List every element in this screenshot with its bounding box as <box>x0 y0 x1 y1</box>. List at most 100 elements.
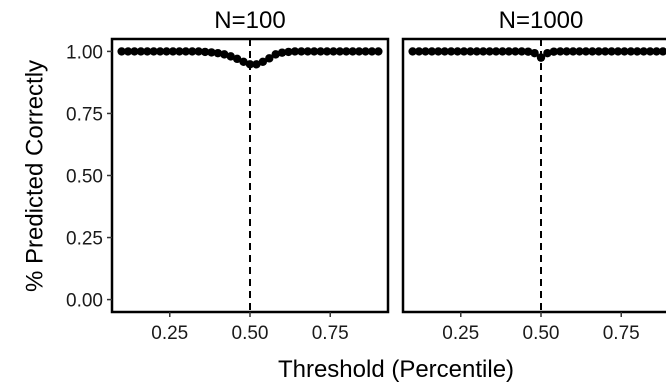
data-point <box>194 47 203 56</box>
data-point <box>453 47 462 56</box>
data-point <box>633 47 642 56</box>
data-point <box>335 47 345 56</box>
data-point <box>523 47 533 56</box>
data-point <box>309 47 319 56</box>
data-point <box>645 47 655 56</box>
panels: N=1000.25 0.50 0.750.000.250.500.751.00N=1… <box>66 7 666 344</box>
data-point <box>594 47 603 56</box>
data-point <box>421 47 430 56</box>
data-point <box>207 48 216 57</box>
data-point <box>434 47 443 56</box>
data-point <box>600 47 610 56</box>
data-point <box>427 47 437 56</box>
y-tick-label: 1.00 <box>66 42 103 63</box>
data-point <box>143 47 152 56</box>
data-point <box>354 47 364 56</box>
data-point <box>342 47 351 56</box>
x-axis-title: Threshold (Percentile) <box>278 356 514 383</box>
panel-1: N=1000 0.25 0.50 0.75 <box>401 7 666 344</box>
data-point <box>549 47 559 56</box>
x-tick-label: 0.75 <box>312 323 349 344</box>
data-point <box>498 47 507 56</box>
panel-strip-label: N=100 <box>214 7 285 34</box>
data-point <box>588 47 597 56</box>
x-tick-label: 0.50 <box>523 323 560 344</box>
data-point <box>226 52 235 61</box>
data-point <box>530 48 539 58</box>
data-point <box>220 50 229 59</box>
x-tick-label: 0.75 <box>603 323 640 344</box>
data-point <box>181 47 191 56</box>
data-point <box>517 47 526 56</box>
data-point <box>440 47 449 56</box>
data-point <box>568 47 578 56</box>
data-point <box>175 47 184 56</box>
data-point <box>303 47 312 56</box>
data-point <box>652 47 661 56</box>
data-point <box>408 47 417 56</box>
data-point <box>620 47 629 56</box>
data-point <box>155 47 165 56</box>
data-point <box>504 47 514 56</box>
data-point <box>117 47 126 56</box>
data-point <box>511 47 520 56</box>
data-point <box>239 57 248 67</box>
data-point <box>485 47 494 56</box>
data-point <box>556 47 565 56</box>
data-point <box>162 47 171 56</box>
data-point <box>374 47 383 56</box>
data-point <box>188 47 197 56</box>
data-point <box>322 47 332 56</box>
data-point <box>252 60 261 69</box>
data-point <box>213 48 223 58</box>
panel-0: N=100 0.25 0.50 0.75 0.00 0.25 0.50 0.75 1.00 <box>66 7 390 344</box>
data-point <box>245 60 255 69</box>
data-point <box>459 47 469 56</box>
data-point <box>284 47 293 57</box>
data-point <box>626 47 636 56</box>
data-point <box>232 54 242 64</box>
data-point <box>607 47 616 56</box>
data-point <box>472 47 482 56</box>
data-point <box>123 47 133 56</box>
data-point <box>297 47 306 56</box>
data-point <box>348 47 357 56</box>
data-point <box>367 47 377 56</box>
data-point <box>277 48 287 57</box>
data-point <box>361 47 370 56</box>
panel-strip-label: N=1000 <box>499 7 584 34</box>
y-tick-label: 0.00 <box>66 291 103 312</box>
data-point <box>200 47 210 57</box>
y-tick-label: 0.25 <box>66 229 103 250</box>
data-point <box>613 47 623 56</box>
data-point <box>329 47 338 56</box>
data-point <box>130 47 139 56</box>
data-point <box>136 47 146 56</box>
data-point <box>265 54 274 63</box>
data-point <box>414 47 424 56</box>
x-tick-label: 0.25 <box>442 323 479 344</box>
data-point <box>581 47 591 56</box>
data-point <box>258 57 268 67</box>
data-point <box>536 53 546 62</box>
data-point <box>658 47 666 56</box>
x-tick-label: 0.25 <box>151 323 188 344</box>
data-point <box>316 47 325 56</box>
data-point <box>446 47 456 56</box>
y-tick-label: 0.75 <box>66 104 103 125</box>
data-point <box>562 47 571 56</box>
y-axis-title: % Predicted Correctly <box>21 60 48 292</box>
data-point <box>575 47 584 56</box>
data-point <box>639 47 648 56</box>
data-point <box>149 47 158 56</box>
data-point <box>466 47 475 56</box>
data-point <box>479 47 488 56</box>
data-point <box>168 47 178 56</box>
data-point <box>271 50 280 59</box>
data-point <box>491 47 501 56</box>
x-tick-label: 0.50 <box>232 323 269 344</box>
y-tick-label: 0.50 <box>66 167 103 188</box>
data-point <box>290 47 300 56</box>
panel-border <box>401 37 666 314</box>
